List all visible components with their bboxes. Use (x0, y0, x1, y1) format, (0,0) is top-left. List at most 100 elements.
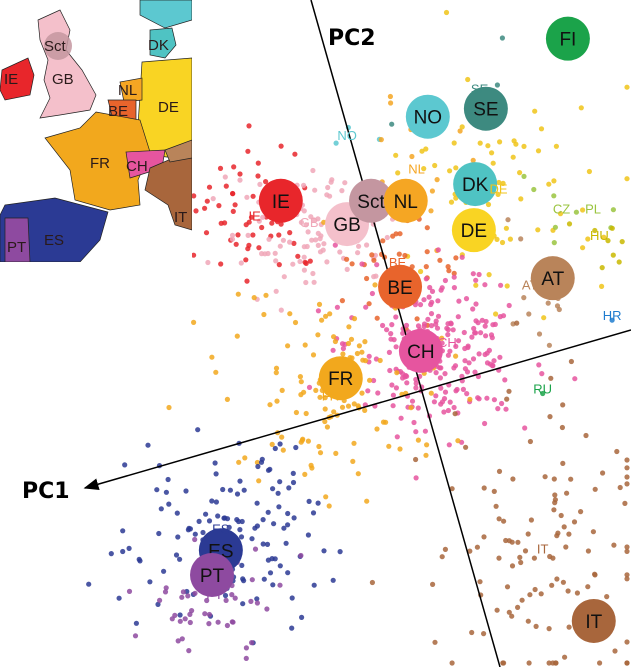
sample-point-fr (273, 370, 279, 376)
sample-point-it (600, 470, 606, 476)
sample-point-de (432, 162, 438, 169)
centroid-marker (571, 598, 616, 643)
sample-point-es (259, 456, 265, 462)
sample-point-it (546, 626, 552, 632)
sample-point-fr (261, 311, 267, 318)
sample-point-ie (191, 252, 197, 258)
map-norway (139, 0, 192, 29)
sample-point-es (108, 551, 114, 557)
sample-point-es (293, 444, 299, 451)
sample-point-it (449, 660, 455, 666)
sample-point-gb (309, 237, 315, 243)
sample-point-ch (442, 371, 448, 377)
sample-point-it (506, 388, 512, 394)
sample-point-it (614, 448, 620, 455)
sample-point-pt (254, 600, 260, 606)
sample-point-hu (610, 252, 616, 258)
sample-point-gb (344, 266, 350, 272)
sample-point-fr (355, 471, 361, 477)
centroid-marker (451, 208, 496, 253)
sample-point-gb (312, 187, 318, 193)
sample-point-es (285, 570, 291, 576)
centroid-marker (190, 552, 235, 597)
sample-point-gb (328, 179, 334, 185)
sample-point-hu (619, 239, 625, 245)
sample-point-ch (429, 288, 436, 294)
sample-point-it (526, 660, 532, 666)
sample-point-ie (276, 262, 282, 268)
map-label-it: IT (174, 209, 187, 226)
centroid-label: PT (200, 566, 225, 587)
sample-point-pt (189, 608, 195, 614)
sample-point-be (446, 268, 452, 274)
sample-point-it (574, 590, 581, 596)
sample-point-ie (244, 278, 250, 284)
sample-point-es (137, 558, 143, 564)
sample-point-be (349, 261, 355, 267)
sample-point-pt (186, 648, 192, 654)
sample-point-pt (172, 612, 178, 619)
sample-point-nl (428, 208, 434, 214)
centroid-marker (545, 16, 590, 61)
sample-point-fr (359, 390, 365, 396)
sample-point-de (496, 179, 502, 186)
sample-point-de (448, 199, 455, 205)
sample-point-de (393, 152, 399, 158)
sample-point-cz (551, 193, 557, 199)
sample-point-gb (256, 218, 262, 224)
sample-point-ch (470, 356, 477, 362)
sample-point-gb (308, 214, 314, 220)
map-label-fr: FR (90, 155, 110, 172)
sample-point-nl (378, 137, 384, 143)
sample-point-ch (470, 306, 476, 312)
centroid-label: NL (394, 192, 418, 213)
sample-point-fr (423, 452, 429, 458)
sample-point-be (402, 252, 408, 259)
sample-point-it (565, 588, 571, 594)
sample-point-ie (193, 208, 199, 214)
sample-point-at (526, 311, 532, 317)
sample-point-es (120, 528, 126, 534)
centroid-marker (318, 356, 363, 401)
sample-point-ch (394, 434, 400, 440)
sample-point-es (289, 595, 295, 601)
sample-point-ch (435, 313, 442, 319)
sample-point-be (366, 301, 372, 307)
sample-point-de (494, 236, 500, 242)
sample-point-it (519, 597, 525, 603)
sample-point-ch (475, 320, 481, 326)
centroid-at: AT (530, 256, 575, 301)
sample-point-fr (372, 282, 378, 288)
sample-point-es (237, 478, 243, 484)
sample-point-it (560, 460, 566, 466)
sample-point-be (424, 225, 430, 231)
sample-point-ch (398, 415, 404, 421)
sample-point-es (187, 526, 193, 532)
sample-point-ch (442, 389, 449, 395)
sample-point-es (241, 487, 247, 493)
sample-point-es (321, 548, 327, 554)
sample-point-it (517, 554, 523, 561)
sample-point-es (155, 601, 161, 608)
centroid-marker (530, 256, 575, 301)
sample-label-hr: HR (603, 308, 622, 323)
sample-point-ch (451, 274, 457, 280)
sample-point-de (586, 168, 593, 175)
sample-point-gb (238, 260, 244, 266)
sample-point-ch (435, 247, 441, 253)
centroid-label: DK (462, 175, 489, 196)
sample-point-ch (442, 277, 448, 284)
sample-point-es (212, 460, 218, 466)
sample-point-ie (237, 171, 243, 177)
map-label-dk: DK (148, 37, 169, 54)
sample-point-gb (262, 251, 268, 257)
sample-point-ch (484, 360, 491, 366)
sample-point-pt (180, 589, 186, 595)
centroid-label: GB (333, 215, 360, 236)
sample-point-de (395, 170, 401, 176)
sample-point-it (542, 474, 548, 480)
sample-point-it (624, 639, 630, 645)
sample-point-fr (360, 357, 366, 363)
sample-point-ie (295, 253, 301, 259)
sample-point-ch (497, 354, 503, 360)
